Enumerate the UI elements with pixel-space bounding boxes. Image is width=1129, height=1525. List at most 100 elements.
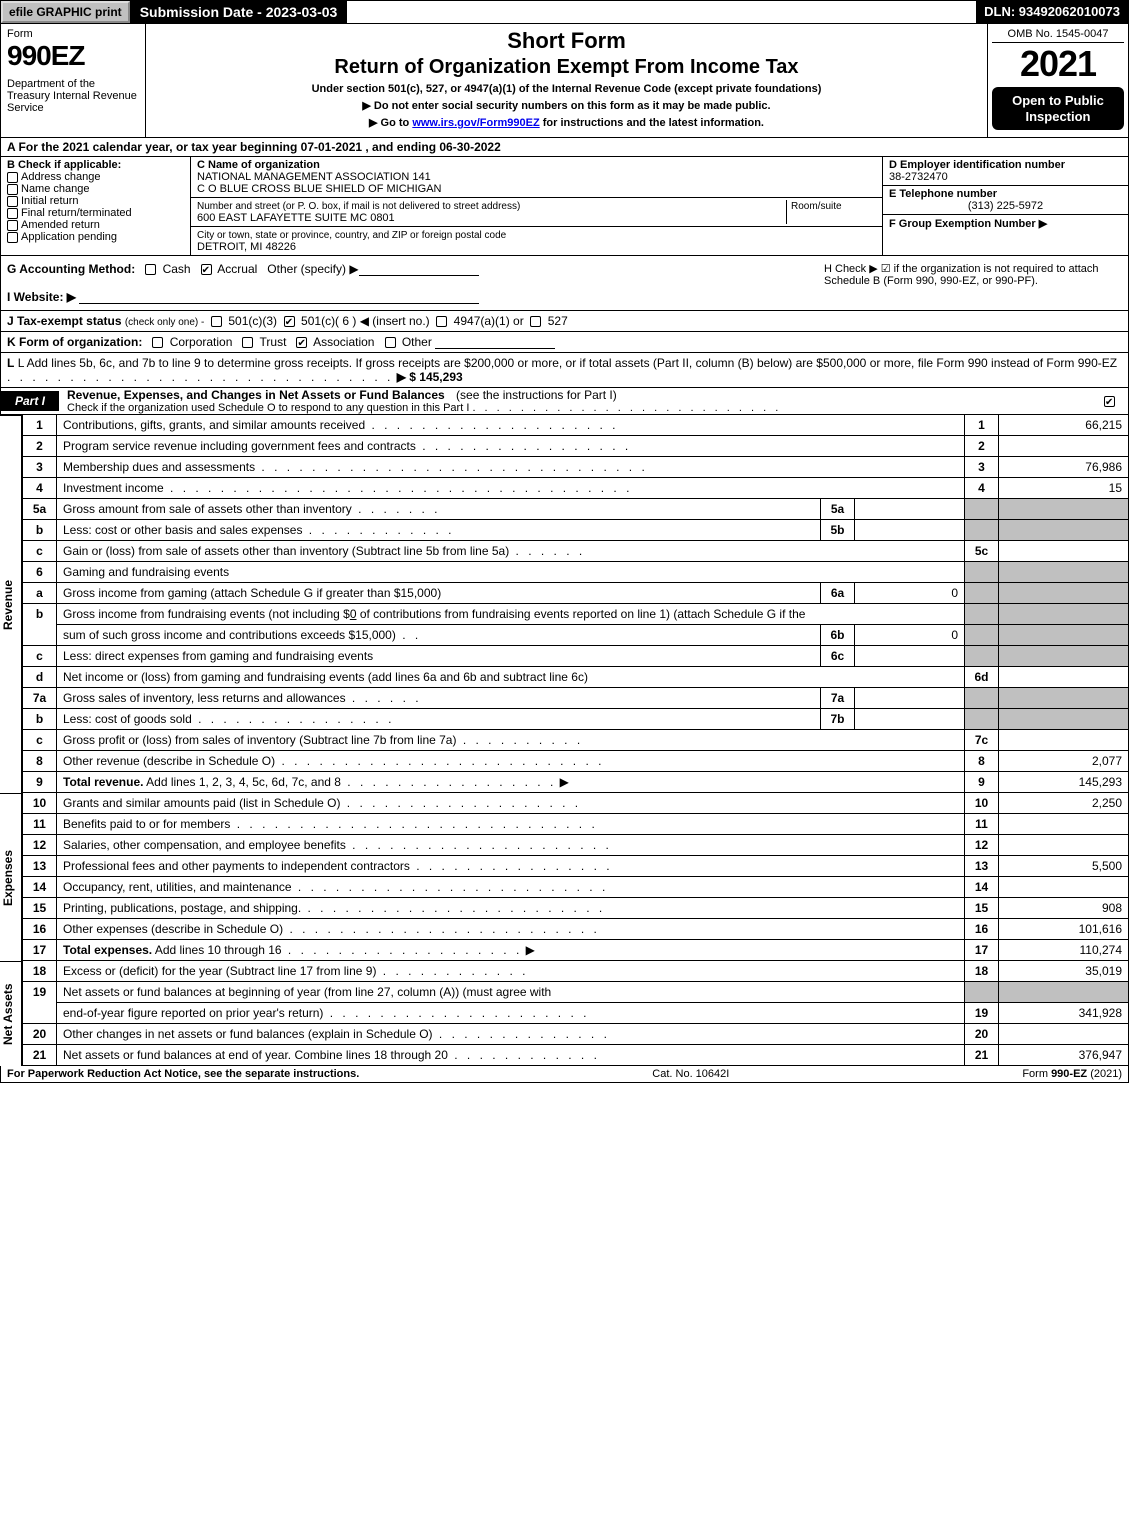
line-no: 12 (23, 835, 57, 856)
other-specify-field[interactable] (359, 262, 479, 276)
c-street-block: Number and street (or P. O. box, if mail… (191, 198, 882, 227)
under-section: Under section 501(c), 527, or 4947(a)(1)… (154, 83, 979, 95)
netassets-section: Net Assets 18 Excess or (deficit) for th… (0, 961, 1129, 1066)
g-other: Other (specify) ▶ (267, 262, 358, 276)
l-text: L Add lines 5b, 6c, and 7b to line 9 to … (18, 356, 1117, 370)
line-no: 17 (23, 940, 57, 961)
mini-val: 0 (855, 583, 965, 604)
k-other-field[interactable] (435, 335, 555, 349)
right-no: 19 (965, 1003, 999, 1024)
j-opt3: 4947(a)(1) or (454, 314, 524, 328)
header-left: Form 990EZ Department of the Treasury In… (1, 24, 146, 137)
k-opt: Trust (260, 335, 287, 349)
right-no: 3 (965, 457, 999, 478)
checkbox-icon[interactable] (7, 232, 18, 243)
line-no: 3 (23, 457, 57, 478)
right-no-shade (965, 562, 999, 583)
line-no: 5a (23, 499, 57, 520)
j-opt2: 501(c)( 6 ) ◀ (insert no.) (301, 314, 430, 328)
checkbox-icon[interactable] (7, 184, 18, 195)
website-field[interactable] (79, 290, 479, 304)
checkbox-icon[interactable] (530, 316, 541, 327)
mini-val (855, 688, 965, 709)
line-no: b (23, 604, 57, 646)
line-no: 9 (23, 772, 57, 793)
omb-number: OMB No. 1545-0047 (992, 26, 1124, 43)
line-desc: Net income or (loss) from gaming and fun… (63, 670, 588, 684)
checkbox-icon[interactable] (7, 208, 18, 219)
b-header: B Check if applicable: (7, 159, 184, 171)
checkbox-icon[interactable] (7, 196, 18, 207)
checkbox-icon[interactable] (152, 337, 163, 348)
checkbox-icon[interactable] (242, 337, 253, 348)
checkbox-icon[interactable] (436, 316, 447, 327)
line-desc: Other expenses (describe in Schedule O) (63, 922, 283, 936)
line-no: 21 (23, 1045, 57, 1066)
line-no: 16 (23, 919, 57, 940)
phone-value: (313) 225-5972 (889, 200, 1122, 212)
mini-no: 5b (821, 520, 855, 541)
street-label: Number and street (or P. O. box, if mail… (197, 201, 520, 212)
right-no-shade (965, 646, 999, 667)
line-desc-post2: sum of such gross income and contributio… (63, 628, 396, 642)
open-to-public: Open to Public Inspection (992, 87, 1124, 130)
line-value (999, 667, 1129, 688)
line-no: 10 (23, 793, 57, 814)
right-no: 4 (965, 478, 999, 499)
form-title: Return of Organization Exempt From Incom… (154, 56, 979, 79)
checkbox-icon[interactable] (385, 337, 396, 348)
line-value: 145,293 (999, 772, 1129, 793)
right-no: 20 (965, 1024, 999, 1045)
table-row: 21 Net assets or fund balances at end of… (23, 1045, 1129, 1066)
checkbox-icon[interactable] (1104, 396, 1115, 407)
table-row: 17 Total expenses. Add lines 10 through … (23, 940, 1129, 961)
right-no: 10 (965, 793, 999, 814)
line-desc: Investment income (63, 481, 164, 495)
footer-left: For Paperwork Reduction Act Notice, see … (7, 1068, 359, 1080)
line-value: 35,019 (999, 961, 1129, 982)
mini-no: 7a (821, 688, 855, 709)
g-cash: Cash (163, 262, 191, 276)
checkbox-icon[interactable] (284, 316, 295, 327)
line-value-shade (999, 688, 1129, 709)
line-desc: Salaries, other compensation, and employ… (63, 838, 346, 852)
line-value-shade (999, 625, 1129, 646)
line-no: 7a (23, 688, 57, 709)
irs-link[interactable]: www.irs.gov/Form990EZ (412, 117, 539, 129)
checkbox-icon[interactable] (211, 316, 222, 327)
right-no: 12 (965, 835, 999, 856)
checkbox-icon[interactable] (145, 264, 156, 275)
b-label: Address change (21, 171, 101, 183)
line-desc: Gross income from gaming (attach Schedul… (63, 586, 441, 600)
k-label: K Form of organization: (7, 335, 142, 349)
checkbox-icon[interactable] (296, 337, 307, 348)
right-no: 17 (965, 940, 999, 961)
revenue-section: Revenue 1 Contributions, gifts, grants, … (0, 415, 1129, 793)
right-no: 11 (965, 814, 999, 835)
expenses-section: Expenses 10 Grants and similar amounts p… (0, 793, 1129, 961)
right-no-shade (965, 604, 999, 625)
table-row: 6 Gaming and fundraising events (23, 562, 1129, 583)
checkbox-icon[interactable] (7, 172, 18, 183)
line-value: 66,215 (999, 415, 1129, 436)
b-item: Amended return (7, 219, 184, 231)
table-row: b Less: cost or other basis and sales ex… (23, 520, 1129, 541)
line-desc: Contributions, gifts, grants, and simila… (63, 418, 365, 432)
d-label: D Employer identification number (889, 159, 1065, 171)
right-no: 18 (965, 961, 999, 982)
line-value: 5,500 (999, 856, 1129, 877)
right-no: 5c (965, 541, 999, 562)
checkbox-icon[interactable] (7, 220, 18, 231)
i-label: I Website: ▶ (7, 290, 76, 304)
checkbox-icon[interactable] (201, 264, 212, 275)
table-row: 12 Salaries, other compensation, and emp… (23, 835, 1129, 856)
line-value: 908 (999, 898, 1129, 919)
efile-print-button[interactable]: efile GRAPHIC print (1, 1, 130, 23)
line-no: c (23, 646, 57, 667)
line-a-period: A For the 2021 calendar year, or tax yea… (0, 138, 1129, 157)
line-desc: Gross sales of inventory, less returns a… (63, 691, 346, 705)
info-grid: B Check if applicable: Address change Na… (0, 157, 1129, 256)
line-desc: Benefits paid to or for members (63, 817, 230, 831)
c-name-label: C Name of organization (197, 159, 320, 171)
line-no: b (23, 709, 57, 730)
